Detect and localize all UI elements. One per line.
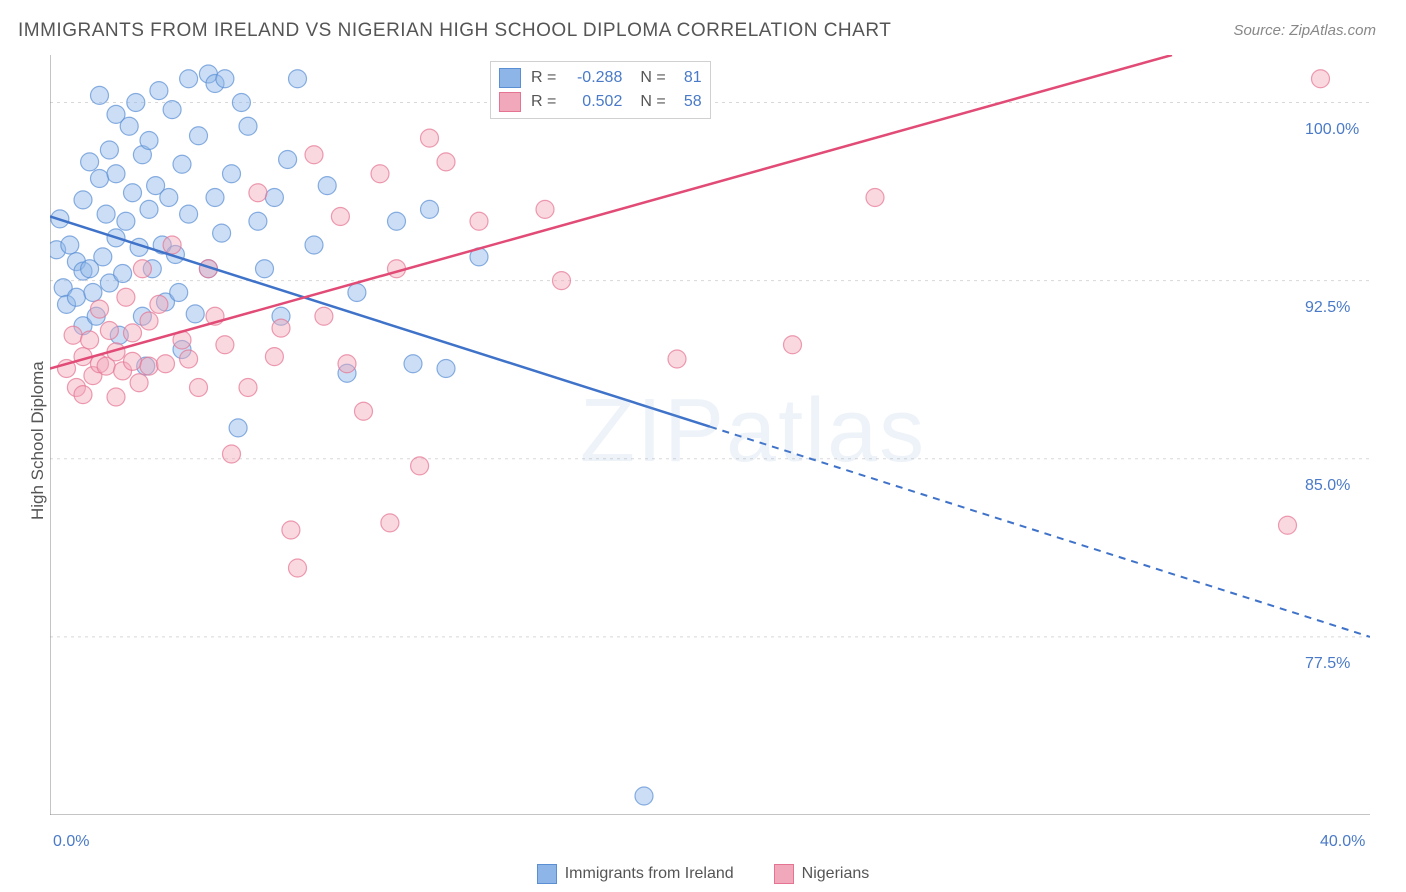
stats-r-value: -0.288 [562, 69, 622, 87]
stats-box: R = -0.288 N = 81 R = 0.502 N = 58 [490, 61, 711, 119]
stats-r-value: 0.502 [562, 93, 622, 111]
y-tick-label: 92.5% [1305, 299, 1350, 317]
scatter-plot [50, 55, 1370, 815]
stats-swatch-icon [499, 92, 521, 112]
stats-n-value: 81 [672, 69, 702, 87]
y-tick-label: 77.5% [1305, 655, 1350, 673]
legend-label: Immigrants from Ireland [565, 865, 734, 883]
chart-title: IMMIGRANTS FROM IRELAND VS NIGERIAN HIGH… [18, 20, 891, 42]
stats-n-label: N = [640, 69, 665, 87]
stats-r-label: R = [531, 69, 556, 87]
stats-swatch-icon [499, 68, 521, 88]
stats-row: R = -0.288 N = 81 [499, 66, 702, 90]
x-tick-label: 0.0% [53, 833, 89, 851]
stats-row: R = 0.502 N = 58 [499, 90, 702, 114]
x-tick-label: 40.0% [1320, 833, 1365, 851]
stats-r-label: R = [531, 93, 556, 111]
y-tick-label: 85.0% [1305, 477, 1350, 495]
bottom-legend: Immigrants from Ireland Nigerians [0, 864, 1406, 884]
stats-n-value: 58 [672, 93, 702, 111]
source-label: Source: ZipAtlas.com [1233, 22, 1376, 39]
chart-container: IMMIGRANTS FROM IRELAND VS NIGERIAN HIGH… [0, 0, 1406, 892]
legend-item-nigerians: Nigerians [774, 864, 870, 884]
y-axis-label: High School Diploma [28, 361, 48, 520]
stats-n-label: N = [640, 93, 665, 111]
legend-swatch-icon [774, 864, 794, 884]
legend-item-ireland: Immigrants from Ireland [537, 864, 734, 884]
y-tick-label: 100.0% [1305, 121, 1359, 139]
legend-label: Nigerians [802, 865, 870, 883]
legend-swatch-icon [537, 864, 557, 884]
